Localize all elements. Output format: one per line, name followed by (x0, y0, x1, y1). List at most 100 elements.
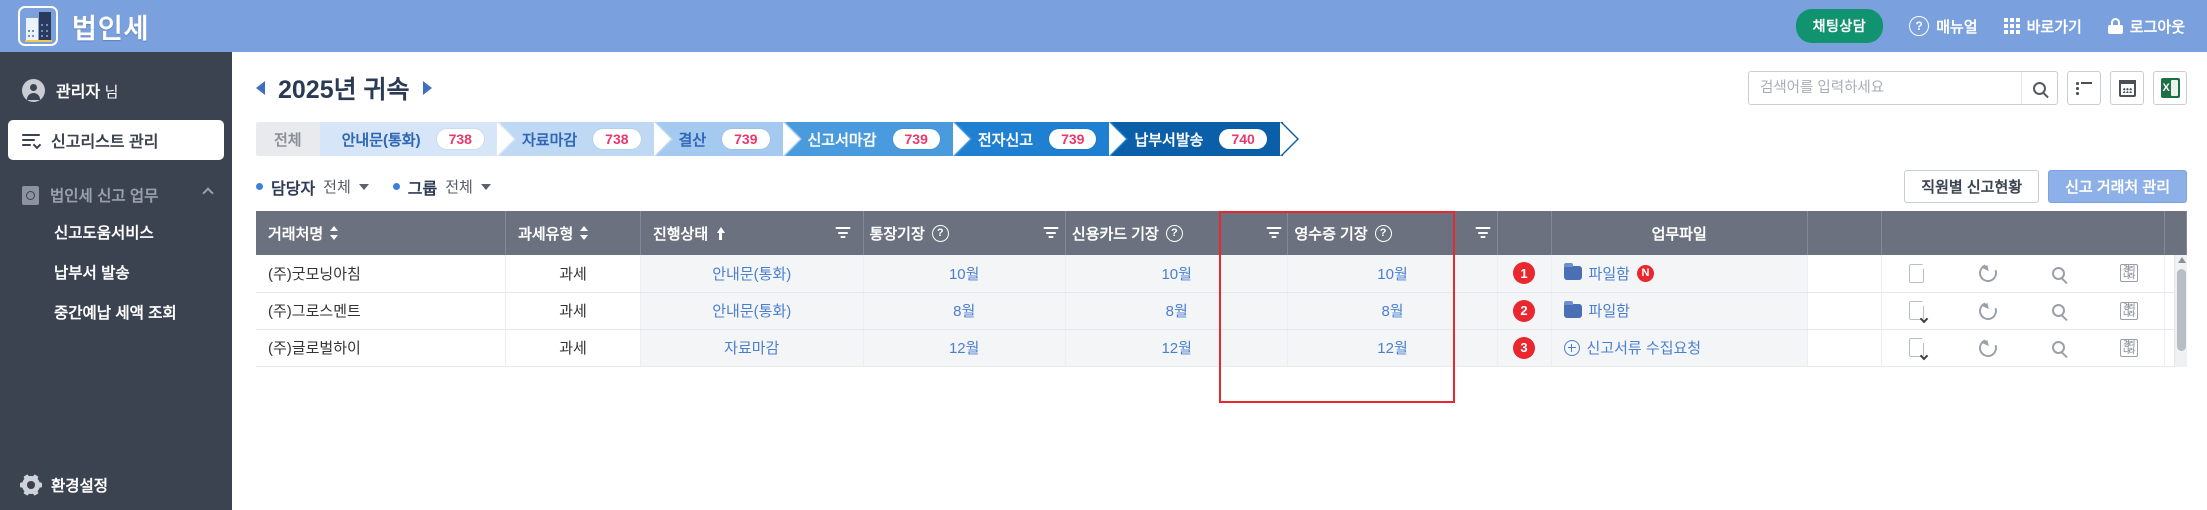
table-row[interactable]: (주)굿모닝아침 과세 안내문(통화) 10월 10월 10월 1 파일함 N 경리 나라 (256, 255, 2187, 293)
search-icon[interactable] (2051, 341, 2065, 354)
table-row[interactable]: (주)그로스멘트 과세 안내문(통화) 8월 8월 8월 2 파일함 경리 나라 (256, 292, 2187, 330)
cell-card-entry[interactable]: 12월 (1065, 329, 1289, 367)
cell-work-file[interactable]: 신고서류 수집요청 (1551, 329, 1808, 367)
column-header-0[interactable]: 거래처명 (256, 211, 507, 255)
search-icon[interactable] (2051, 266, 2065, 280)
column-header-2[interactable]: 진행상태 (640, 211, 864, 255)
table-row[interactable]: (주)글로벌하이 과세 자료마감 12월 12월 12월 3 신고서류 수집요청 경리 나라 (256, 329, 2187, 367)
search-button[interactable] (2021, 72, 2057, 104)
table-scrollbar[interactable] (2174, 255, 2187, 367)
sidebar-section-corporate-tax[interactable]: 법인세 신고 업무 (0, 178, 232, 212)
filter-icon[interactable] (1475, 227, 1491, 239)
calendar-button[interactable] (2110, 71, 2144, 105)
cell-card-entry[interactable]: 8월 (1065, 292, 1289, 330)
cell-bank-entry[interactable]: 12월 (863, 329, 1066, 367)
month-link[interactable]: 10월 (948, 265, 980, 283)
triangle-left-icon[interactable] (256, 81, 265, 95)
cell-work-file[interactable]: 파일함 (1551, 292, 1808, 330)
month-link[interactable]: 8월 (1165, 303, 1188, 320)
client-management-button[interactable]: 신고 거래처 관리 (2048, 170, 2187, 203)
step-5[interactable]: 전자신고 739 (955, 122, 1129, 156)
sort-updown-icon[interactable] (580, 226, 589, 240)
question-circle-icon[interactable]: ? (1165, 224, 1183, 242)
history-icon[interactable] (1975, 335, 2000, 360)
filter-icon[interactable] (1266, 227, 1282, 239)
logout-button[interactable]: 로그아웃 (2107, 16, 2185, 37)
column-header-3[interactable]: 통장기장? (863, 211, 1066, 255)
sidebar-item-report-list[interactable]: 신고리스트 관리 (8, 120, 224, 160)
chevron-down-icon[interactable] (480, 183, 491, 190)
scrollbar-thumb[interactable] (2177, 269, 2186, 351)
step-3[interactable]: 결산 739 (656, 122, 802, 156)
month-link[interactable]: 12월 (1161, 340, 1192, 357)
filter-icon[interactable] (835, 227, 851, 239)
sidebar-item-report-help-service[interactable]: 신고도움서비스 (54, 225, 154, 242)
kyungrinara-icon[interactable]: 경리 나라 (2119, 264, 2138, 283)
month-link[interactable]: 12월 (948, 340, 980, 357)
step-6[interactable]: 납부서발송 740 (1112, 122, 1299, 156)
step-1[interactable]: 안내문(통화) 738 (319, 122, 516, 156)
cell-receipt-entry[interactable]: 12월 (1287, 329, 1498, 367)
search-icon[interactable] (2051, 304, 2065, 317)
filter-manager[interactable]: 담당자 전체 (256, 175, 369, 199)
scroll-up-icon[interactable] (2177, 257, 2186, 263)
work-file-link[interactable]: 파일함 (1563, 300, 1795, 321)
sidebar-item-payment-send[interactable]: 납부서 발송 (54, 265, 130, 282)
sort-updown-icon[interactable] (330, 226, 339, 240)
chevron-down-icon[interactable] (358, 183, 369, 190)
list-view-button[interactable] (2067, 71, 2101, 105)
document-icon[interactable] (1908, 300, 1928, 324)
step-2[interactable]: 자료마감 738 (499, 122, 673, 156)
document-icon[interactable] (1908, 337, 1928, 361)
chat-consult-button[interactable]: 채팅상담 (1795, 9, 1884, 43)
sidebar-item-settings[interactable]: 환경설정 (0, 474, 108, 496)
cell-work-file[interactable]: 파일함 N (1551, 255, 1808, 293)
excel-export-button[interactable]: X (2153, 71, 2187, 105)
month-link[interactable]: 10월 (1161, 265, 1192, 283)
cell-status[interactable]: 안내문(통화) (640, 292, 864, 330)
search-input[interactable] (1749, 72, 2021, 104)
history-icon[interactable] (1975, 261, 2000, 286)
column-header-label: 신용카드 기장 (1071, 225, 1159, 243)
month-link[interactable]: 8월 (953, 303, 976, 320)
history-icon[interactable] (1975, 298, 2000, 323)
work-file-link[interactable]: 파일함 N (1563, 263, 1795, 284)
kyungrinara-icon[interactable]: 경리 나라 (2119, 338, 2138, 357)
cell-bank-entry[interactable]: 8월 (863, 292, 1066, 330)
column-header-4[interactable]: 신용카드 기장? (1065, 211, 1289, 255)
staff-report-status-button[interactable]: 직원별 신고현황 (1904, 170, 2040, 203)
title-row: 2025년 귀속 X (250, 52, 2191, 116)
cell-receipt-entry[interactable]: 8월 (1287, 292, 1498, 330)
question-circle-icon[interactable]: ? (931, 224, 949, 242)
filter-manager-label: 담당자 (271, 180, 316, 198)
cell-card-entry[interactable]: 10월 (1065, 255, 1289, 293)
document-icon[interactable] (1908, 263, 1925, 283)
filter-group[interactable]: 그룹 전체 (392, 175, 491, 199)
cell-status[interactable]: 자료마감 (640, 329, 864, 367)
brand[interactable]: 법인세 (18, 6, 150, 46)
column-header-5[interactable]: 영수증 기장? (1287, 211, 1498, 255)
manual-button[interactable]: ? 매뉴얼 (1909, 16, 1978, 37)
cell-receipt-entry[interactable]: 10월 (1287, 255, 1498, 293)
month-link[interactable]: 12월 (1377, 340, 1408, 357)
cell-status[interactable]: 안내문(통화) (640, 255, 864, 293)
shortcut-button[interactable]: 바로가기 (2003, 16, 2082, 37)
status-link[interactable]: 자료마감 (724, 340, 780, 357)
month-link[interactable]: 10월 (1377, 265, 1408, 283)
status-link[interactable]: 안내문(통화) (712, 265, 792, 283)
cell-bank-entry[interactable]: 10월 (863, 255, 1066, 293)
user-profile[interactable]: 관리자 님 (0, 68, 232, 118)
status-link[interactable]: 안내문(통화) (712, 303, 792, 320)
step-4[interactable]: 신고서마감 739 (785, 122, 972, 156)
work-file-link[interactable]: 신고서류 수집요청 (1563, 337, 1795, 358)
month-link[interactable]: 8월 (1381, 303, 1404, 320)
step-0[interactable]: 전체 (256, 122, 320, 156)
kyungrinara-icon[interactable]: 경리 나라 (2119, 301, 2138, 320)
sidebar-item-interim-prepayment[interactable]: 중간예납 세액 조회 (54, 305, 177, 322)
sort-ascending-icon[interactable] (715, 226, 726, 240)
question-circle-icon[interactable]: ? (1374, 224, 1392, 242)
filter-icon[interactable] (1043, 227, 1059, 239)
column-header-6[interactable]: 업무파일 (1551, 211, 1808, 255)
triangle-right-icon[interactable] (422, 81, 432, 95)
column-header-1[interactable]: 과세유형 (505, 211, 641, 255)
